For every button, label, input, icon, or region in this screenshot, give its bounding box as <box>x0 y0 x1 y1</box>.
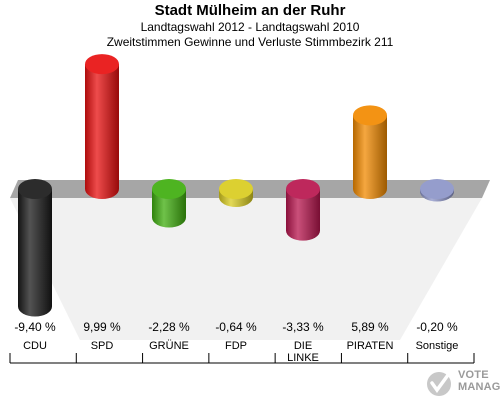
category-label-fdp: FDP <box>225 340 247 352</box>
value-label-gr-ne: -2,28 % <box>148 320 190 334</box>
bar-cap-gr-ne <box>152 179 186 199</box>
wordmark-line-2: MANAGER <box>458 381 500 393</box>
chart-title: Stadt Mülheim an der Ruhr <box>154 2 346 19</box>
value-label-fdp: -0,64 % <box>215 320 257 334</box>
bar-die-linke <box>286 179 320 241</box>
category-label-die-linke: DIE LINKE <box>287 340 319 364</box>
bar-cap-piraten <box>353 105 387 126</box>
bar-cap-sonstige <box>420 179 454 199</box>
bar-body-spd <box>85 64 119 199</box>
bar-cap-cdu <box>18 179 52 199</box>
category-label-spd: SPD <box>91 340 114 352</box>
bar-cap-die-linke <box>286 179 320 199</box>
vote-manager-logo <box>427 372 451 396</box>
chart-titles: Stadt Mülheim an der Ruhr Landtagswahl 2… <box>0 0 500 50</box>
value-label-piraten: 5,89 % <box>351 320 389 334</box>
bar-body-gr-ne <box>152 189 186 228</box>
category-axis: CDU SPD GRÜNE FDP DIE LINKE PIRATEN Sonstige <box>9 340 475 364</box>
bar-cdu <box>18 179 52 317</box>
value-label-group: -9,40 % 9,99 % -2,28 % -0,64 % -3,33 % 5,89 %… <box>14 320 458 334</box>
category-label-sonstige: Sonstige <box>416 340 459 352</box>
category-label-piraten: PIRATEN <box>347 340 394 352</box>
category-label-gr-ne: GRÜNE <box>149 340 189 352</box>
baseline-shadow <box>10 198 482 340</box>
bar-piraten <box>353 105 387 199</box>
value-label-cdu: -9,40 % <box>14 320 56 334</box>
bar-cap-spd <box>85 54 119 75</box>
bar-cap-fdp <box>219 179 253 199</box>
bar-group <box>18 54 454 317</box>
bar-fdp <box>219 179 253 207</box>
chart-subtitle-district: Zweitstimmen Gewinne und Verluste Stimmb… <box>106 35 394 49</box>
wordmark-line-1: VOTE <box>458 369 489 381</box>
chart-subtitle-comparison: Landtagswahl 2012 - Landtagswahl 2010 <box>140 20 360 34</box>
bar-gr-ne <box>152 179 186 228</box>
value-label-die-linke: -3,33 % <box>282 320 324 334</box>
bar-body-piraten <box>353 115 387 199</box>
bar-body-die-linke <box>286 189 320 241</box>
value-label-sonstige: -0,20 % <box>416 320 458 334</box>
value-label-spd: 9,99 % <box>83 320 121 334</box>
bar-spd <box>85 54 119 199</box>
vote-manager-wordmark: VOTE MANAGER <box>458 369 500 393</box>
category-label-cdu: CDU <box>23 340 47 352</box>
bar-body-cdu <box>18 189 52 317</box>
bar-sonstige <box>420 179 454 202</box>
